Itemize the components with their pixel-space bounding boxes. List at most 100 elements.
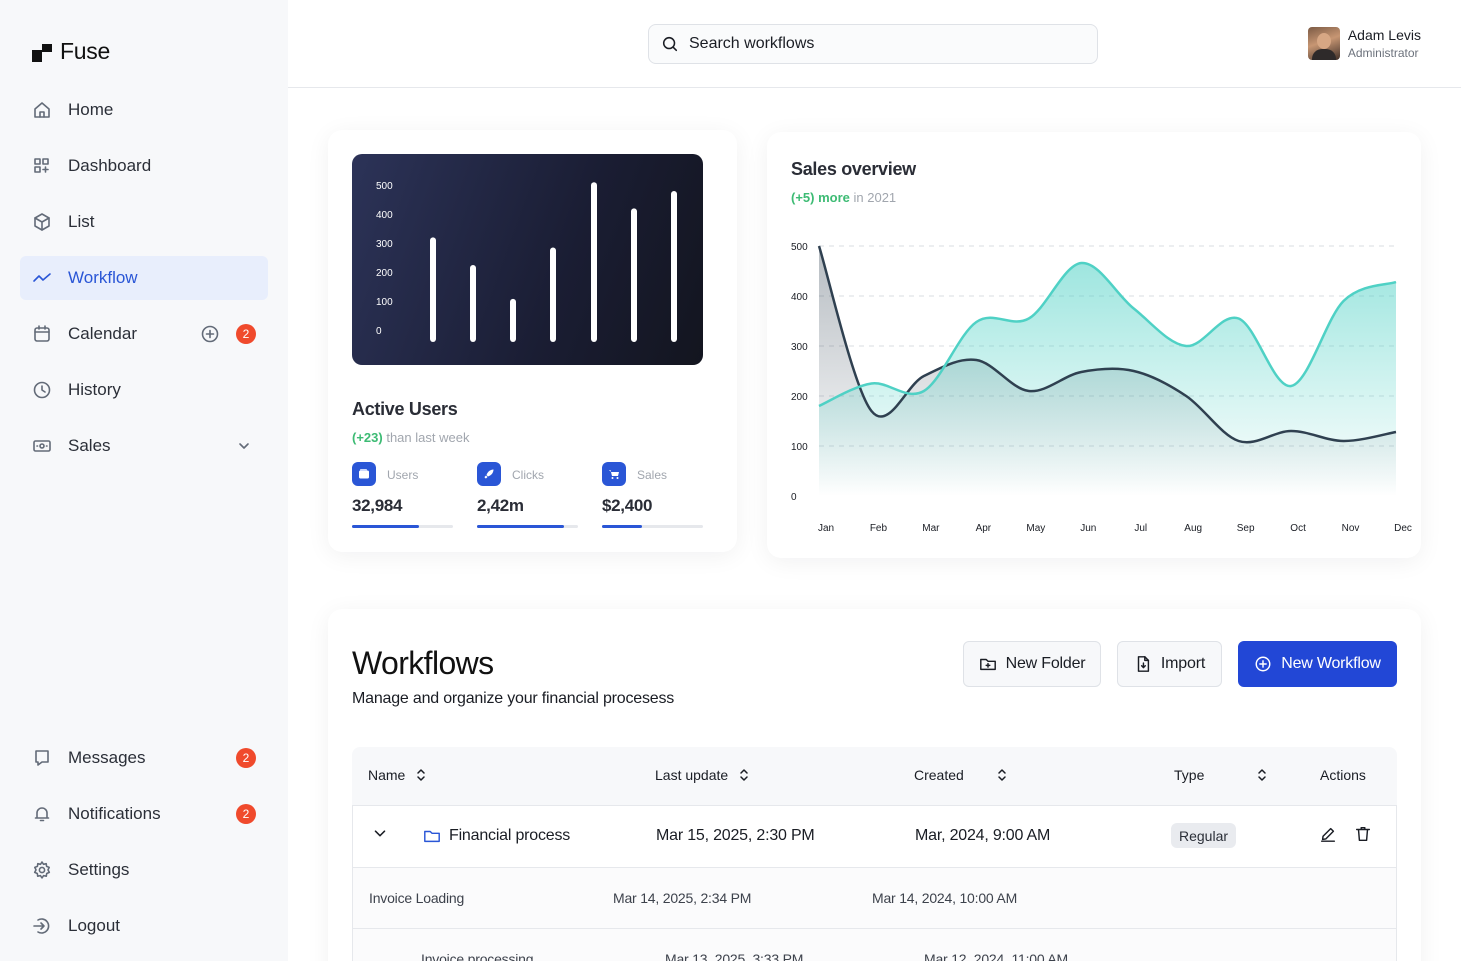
active-users-card: 500 400 300 200 100 0 Active Users (+23) than… xyxy=(328,130,737,552)
column-header-created[interactable]: Created xyxy=(914,767,1008,783)
sales-overview-subtitle: (+5) more in 2021 xyxy=(791,190,896,205)
sidebar-item-sales[interactable]: Sales xyxy=(20,424,268,468)
column-header-last-update[interactable]: Last update xyxy=(655,767,750,783)
stat-value: 2,42m xyxy=(477,496,524,515)
sales-area-chart: 500 400 300 200 100 0 Jan Feb Mar Apr May Jun Jul Aug… xyxy=(791,242,1412,534)
calendar-badge: 2 xyxy=(236,324,256,344)
stat-label: Users xyxy=(387,468,419,482)
active-users-chart: 500 400 300 200 100 0 xyxy=(352,154,703,365)
active-users-title: Active Users xyxy=(352,399,458,419)
avatar[interactable] xyxy=(1307,27,1340,60)
sidebar-item-messages[interactable]: Messages 2 xyxy=(20,736,268,780)
bar-chart-svg: 500 400 300 200 100 0 xyxy=(376,181,677,342)
x-tick-label: Jun xyxy=(1080,523,1096,534)
column-header-type[interactable]: Type xyxy=(1174,767,1268,783)
sidebar-item-label: Messages xyxy=(68,748,146,767)
cart-icon xyxy=(602,462,626,486)
folder-plus-icon xyxy=(979,658,996,671)
x-tick-label: Sep xyxy=(1237,523,1255,534)
column-header-actions: Actions xyxy=(1320,767,1366,783)
sidebar-item-list[interactable]: List xyxy=(20,200,268,244)
sidebar-item-workflow[interactable]: Workflow xyxy=(20,256,268,300)
search-box[interactable] xyxy=(648,24,1098,64)
sidebar-item-history[interactable]: History xyxy=(20,368,268,412)
y-tick-label: 100 xyxy=(376,297,393,308)
file-import-icon xyxy=(1137,656,1150,672)
y-tick-label: 500 xyxy=(376,181,393,192)
sort-icon[interactable] xyxy=(1256,768,1268,782)
table-row[interactable]: Financial process Mar 15, 2025, 2:30 PM … xyxy=(352,805,1397,867)
logout-icon xyxy=(33,918,50,934)
active-users-delta-text: than last week xyxy=(386,430,470,445)
home-icon xyxy=(34,102,50,118)
y-tick-label: 200 xyxy=(791,392,808,403)
subrow-name: Invoice Loading xyxy=(369,890,465,906)
subrow-last-update: Mar 13, 2025, 3:33 PM xyxy=(665,951,804,961)
stat-users: Users 32,984 xyxy=(352,462,453,528)
sales-overview-title: Sales overview xyxy=(791,159,916,179)
sidebar-item-label: Calendar xyxy=(68,324,137,343)
stat-progress-fill xyxy=(602,525,643,528)
delete-button[interactable] xyxy=(1354,825,1372,848)
x-tick-label: Feb xyxy=(870,523,888,534)
new-folder-label: New Folder xyxy=(1005,655,1086,672)
sidebar-item-label: List xyxy=(68,212,95,231)
x-tick-label: Jan xyxy=(818,523,834,534)
sidebar-item-settings[interactable]: Settings xyxy=(20,848,268,892)
x-tick-label: Jul xyxy=(1134,523,1147,534)
x-tick-label: May xyxy=(1026,523,1045,534)
sort-icon[interactable] xyxy=(738,768,750,782)
x-tick-label: Apr xyxy=(976,523,992,534)
chevron-down-icon[interactable] xyxy=(234,436,254,456)
import-button[interactable]: Import xyxy=(1117,641,1222,687)
subrow-last-update: Mar 14, 2025, 2:34 PM xyxy=(613,890,752,906)
row-last-update: Mar 15, 2025, 2:30 PM xyxy=(656,827,815,844)
new-workflow-button[interactable]: New Workflow xyxy=(1238,641,1397,687)
sidebar-item-label: Notifications xyxy=(68,804,161,823)
messages-badge: 2 xyxy=(236,748,256,768)
page-subtitle: Manage and organize your financial proce… xyxy=(352,690,675,707)
x-tick-label: Nov xyxy=(1342,523,1360,534)
sidebar-item-label: Settings xyxy=(68,860,130,879)
sidebar-item-home[interactable]: Home xyxy=(20,88,268,132)
user-name: Adam Levis xyxy=(1347,27,1421,43)
edit-button[interactable] xyxy=(1319,825,1337,848)
stat-value: 32,984 xyxy=(352,496,403,515)
table-subrow[interactable]: Invoice processing Mar 13, 2025, 3:33 PM… xyxy=(352,928,1397,961)
subrow-created: Mar 14, 2024, 10:00 AM xyxy=(872,890,1018,906)
app-logo[interactable]: Fuse xyxy=(32,38,110,65)
table-header: Name Last update Created Type Actions xyxy=(352,747,1397,805)
rocket-icon xyxy=(477,462,501,486)
sidebar-item-logout[interactable]: Logout xyxy=(20,904,268,948)
search-icon xyxy=(662,36,678,52)
add-circle-icon[interactable] xyxy=(200,324,220,344)
main-content: 500 400 300 200 100 0 Active Users (+23) than… xyxy=(288,88,1461,961)
column-label: Type xyxy=(1174,767,1205,783)
column-header-name[interactable]: Name xyxy=(368,767,427,783)
column-label: Actions xyxy=(1320,767,1366,783)
y-tick-label: 100 xyxy=(791,442,808,453)
user-menu[interactable]: Adam Levis Administrator xyxy=(1307,27,1421,60)
sales-overview-delta-text: in 2021 xyxy=(853,190,897,205)
y-tick-label: 400 xyxy=(376,210,393,221)
sidebar-item-dashboard[interactable]: Dashboard xyxy=(20,144,268,188)
workflows-table: Name Last update Created Type Actions xyxy=(352,747,1397,961)
folder-icon xyxy=(424,830,440,843)
sidebar-item-notifications[interactable]: Notifications 2 xyxy=(20,792,268,836)
subrow-created: Mar 12, 2024, 11:00 AM xyxy=(924,951,1068,961)
search-input[interactable] xyxy=(689,35,1069,53)
chevron-down-icon[interactable] xyxy=(371,824,389,842)
new-folder-button[interactable]: New Folder xyxy=(963,641,1101,687)
add-circle-icon xyxy=(1255,656,1271,672)
stat-progress xyxy=(352,525,453,528)
bell-icon xyxy=(34,807,50,822)
sidebar-item-calendar[interactable]: Calendar 2 xyxy=(20,312,268,356)
table-subrow[interactable]: Invoice Loading Mar 14, 2025, 2:34 PM Ma… xyxy=(352,867,1397,928)
stat-label: Sales xyxy=(637,468,668,482)
sort-icon[interactable] xyxy=(996,768,1008,782)
sort-icon[interactable] xyxy=(415,768,427,782)
main-nav: Home Dashboard List Workflow Calendar 2 … xyxy=(20,88,268,480)
series-line xyxy=(817,245,1397,444)
active-users-subtitle: (+23) than last week xyxy=(352,430,469,445)
sidebar: Fuse Home Dashboard List Workflow Calend… xyxy=(0,0,288,961)
